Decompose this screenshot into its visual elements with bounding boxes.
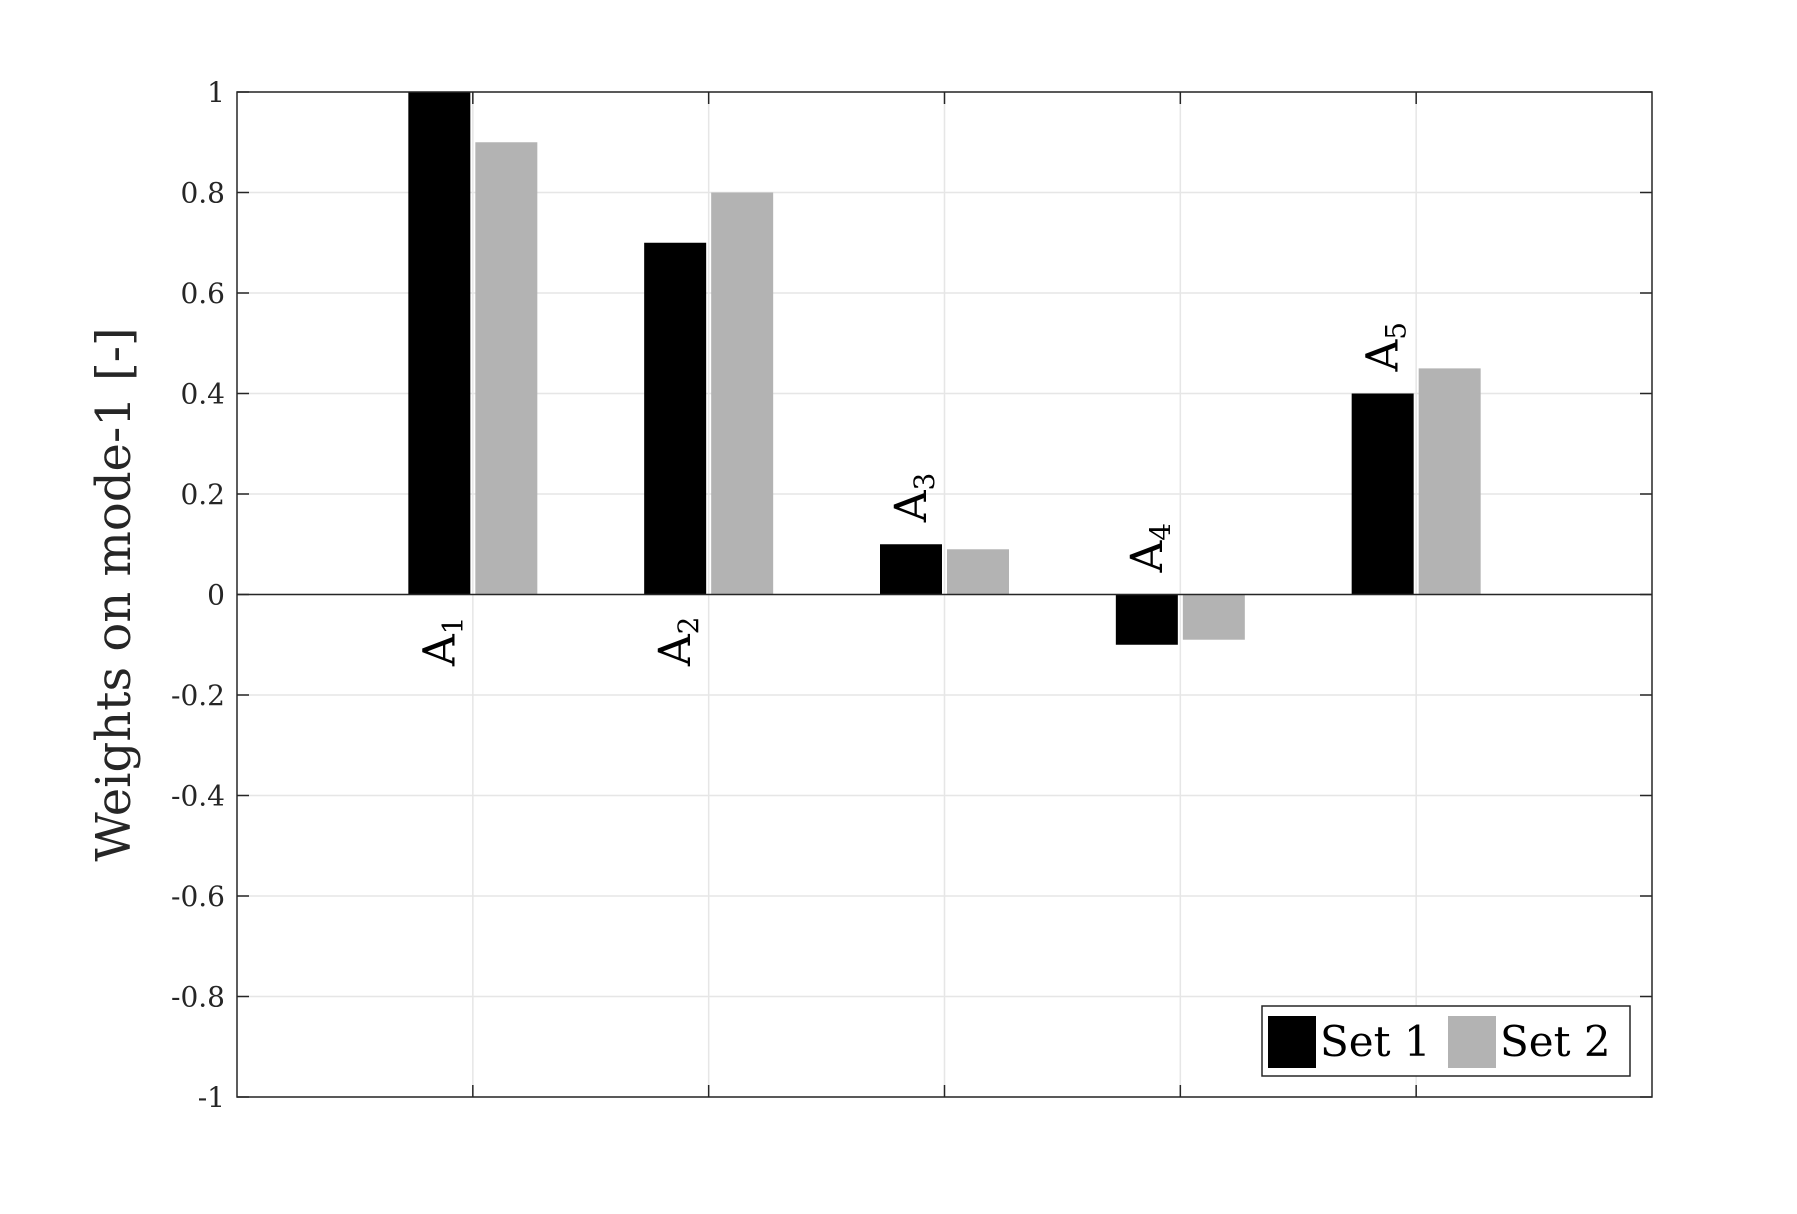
bar-set-2-a2 <box>711 192 774 595</box>
bar-set-1-a4 <box>1115 594 1178 645</box>
bar-set-1-a3 <box>880 544 942 595</box>
y-tick-labels: 1 0.8 0.6 0.4 0.2 0 -0.2 -0.4 -0.6 -0.8 -1 <box>171 76 225 1114</box>
bars <box>408 92 1481 645</box>
y-tick-label: 0.8 <box>180 177 225 210</box>
y-tick-label: -0.6 <box>171 880 225 913</box>
category-label-a2: A2 <box>650 617 705 668</box>
bar-set-2-a1 <box>475 142 538 595</box>
bar-set-2-a3 <box>947 549 1009 595</box>
legend-box <box>1261 1005 1631 1077</box>
y-tick-label: 0.2 <box>180 478 225 511</box>
bar-set-2-a4 <box>1182 594 1245 640</box>
y-tick-label: 1 <box>207 76 225 109</box>
legend: Set 1 Set 2 <box>1261 1005 1631 1077</box>
bar-set-1-a5 <box>1351 393 1414 595</box>
y-tick-label: -0.2 <box>171 679 225 712</box>
category-label-a5: A5 <box>1358 322 1413 373</box>
ticks <box>237 91 1652 1098</box>
legend-label-set-1: Set 1 <box>1320 1017 1431 1066</box>
y-axis-title: Weights on mode-1 [-] <box>86 327 142 861</box>
legend-swatch-set-2 <box>1448 1016 1496 1068</box>
y-tick-label: 0 <box>207 579 225 612</box>
bar-set-1-a2 <box>644 242 707 595</box>
bar-set-1-a1 <box>408 92 471 595</box>
legend-swatch-set-1 <box>1268 1016 1316 1068</box>
category-label-a3: A3 <box>886 473 941 524</box>
category-label-a4: A4 <box>1122 523 1177 574</box>
y-tick-label: -0.8 <box>171 981 225 1014</box>
y-tick-label: -1 <box>198 1081 225 1114</box>
category-labels: A1 A2 A3 A4 A5 <box>414 322 1412 667</box>
y-tick-label: 0.4 <box>180 378 225 411</box>
category-label-a1: A1 <box>414 617 469 668</box>
bar-set-2-a5 <box>1418 368 1481 595</box>
legend-label-set-2: Set 2 <box>1500 1017 1611 1066</box>
y-tick-label: 0.6 <box>180 277 225 310</box>
y-tick-label: -0.4 <box>171 780 225 813</box>
